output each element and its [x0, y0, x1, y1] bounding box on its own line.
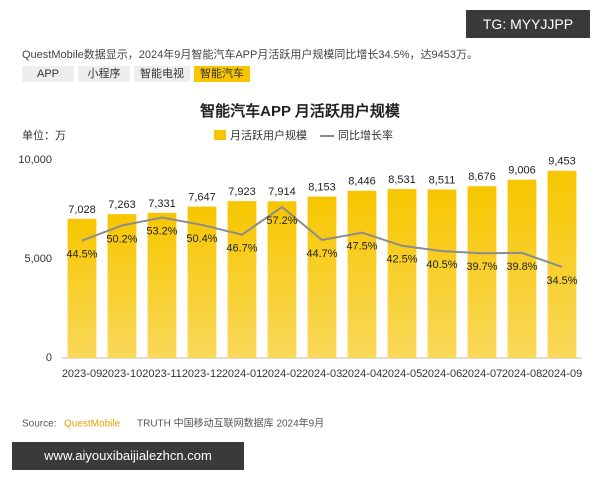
x-tick-label: 2024-02: [262, 368, 302, 380]
x-tick-label: 2024-01: [222, 368, 262, 380]
legend-label: 同比增长率: [338, 128, 393, 142]
bar-value-label: 8,676: [468, 171, 496, 183]
bar-value-label: 9,006: [508, 165, 536, 177]
source-prefix: Source:: [22, 419, 56, 430]
line-value-label: 50.2%: [106, 233, 137, 245]
summary-text: QuestMobile数据显示，2024年9月智能汽车APP月活跃用户规模同比增…: [22, 49, 479, 61]
source-text: TRUTH 中国移动互联网数据库 2024年9月: [137, 417, 324, 430]
bar: [467, 186, 497, 358]
bar-value-label: 7,923: [228, 186, 256, 198]
line-value-label: 50.4%: [186, 233, 217, 245]
x-tick-label: 2024-05: [382, 368, 422, 380]
x-tick-label: 2023-12: [182, 368, 222, 380]
x-tick-label: 2023-09: [62, 368, 102, 380]
bar-value-label: 7,647: [188, 191, 216, 203]
x-tick-label: 2024-08: [502, 368, 542, 380]
y-tick-label: 10,000: [18, 154, 52, 166]
bar: [307, 196, 337, 358]
line-value-label: 44.5%: [66, 248, 97, 260]
bar: [427, 189, 457, 358]
x-tick-label: 2023-11: [142, 368, 182, 380]
bar: [347, 190, 377, 358]
bar-value-label: 8,511: [429, 174, 456, 186]
line-value-label: 40.5%: [426, 259, 457, 271]
legend-label: 月活跃用户规模: [230, 128, 307, 142]
bar: [267, 201, 297, 358]
bar: [107, 214, 137, 358]
tag-overlay: TG: MYYJJPP: [466, 10, 590, 38]
line-value-label: 46.7%: [226, 243, 257, 255]
bar-value-label: 8,531: [388, 174, 416, 186]
x-tick-label: 2023-10: [102, 368, 142, 380]
bar: [387, 189, 417, 358]
x-tick-label: 2024-06: [422, 368, 462, 380]
tab[interactable]: 智能电视: [134, 66, 190, 82]
chart-title: 智能汽车APP 月活跃用户规模: [200, 102, 401, 120]
line-value-label: 34.5%: [546, 275, 577, 287]
line-value-label: 47.5%: [346, 241, 377, 253]
line-value-label: 42.5%: [386, 254, 417, 266]
bar-value-label: 7,263: [108, 199, 136, 211]
tab[interactable]: 小程序: [78, 66, 130, 82]
bar-value-label: 8,153: [308, 181, 336, 193]
bar: [187, 206, 217, 358]
line-value-label: 39.7%: [466, 261, 497, 273]
y-tick-label: 0: [46, 352, 52, 364]
bar-value-label: 7,331: [148, 198, 176, 210]
bar: [507, 179, 537, 358]
bar-value-label: 9,453: [548, 156, 576, 168]
x-tick-label: 2024-07: [462, 368, 502, 380]
bar-value-label: 7,028: [68, 204, 96, 216]
x-tick-label: 2024-03: [302, 368, 342, 380]
line-value-label: 57.2%: [266, 215, 297, 227]
x-tick-label: 2024-09: [542, 368, 582, 380]
x-tick-label: 2024-04: [342, 368, 382, 380]
growth-line: [81, 205, 563, 268]
tab[interactable]: APP: [22, 66, 74, 82]
url-overlay: www.aiyouxibaijialezhcn.com: [12, 442, 244, 470]
bar: [227, 201, 257, 358]
line-value-label: 39.8%: [506, 261, 537, 273]
bar-value-label: 8,446: [348, 176, 376, 188]
bar: [67, 218, 97, 358]
bar-value-label: 7,914: [268, 186, 296, 198]
tab[interactable]: 智能汽车: [194, 66, 250, 82]
source-brand: QuestMobile: [64, 419, 121, 430]
unit-label: 单位：万: [22, 128, 66, 142]
bar: [147, 212, 177, 358]
legend-swatch: [214, 130, 226, 140]
y-tick-label: 5,000: [24, 253, 52, 265]
line-value-label: 53.2%: [146, 225, 177, 237]
line-value-label: 44.7%: [306, 248, 337, 260]
